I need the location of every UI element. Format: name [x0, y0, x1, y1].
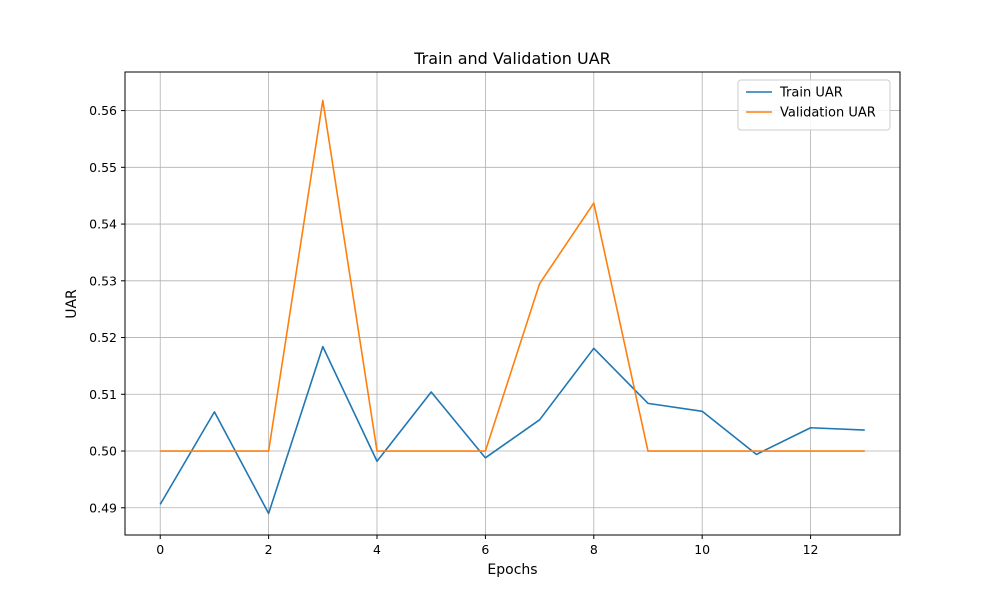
y-tick-label: 0.53	[89, 273, 117, 288]
series-line-train-uar	[159, 345, 865, 515]
x-axis-label: Epochs	[487, 562, 537, 578]
series-line-validation-uar	[160, 99, 865, 452]
x-axis: 0 2 4 6 8 10 12	[156, 535, 819, 557]
legend: Train UAR Validation UAR	[737, 79, 891, 131]
y-tick-label: 0.54	[89, 217, 117, 232]
x-tick-label: 8	[590, 542, 598, 557]
y-tick-label: 0.50	[89, 444, 117, 459]
x-tick-label: 6	[481, 542, 489, 557]
y-tick-label: 0.56	[89, 103, 117, 118]
y-axis-label: UAR	[64, 289, 80, 319]
legend-label: Train UAR	[779, 86, 843, 101]
legend-box	[737, 79, 891, 131]
x-tick-label: 4	[373, 542, 381, 557]
y-tick-label: 0.55	[89, 160, 117, 175]
x-tick-label: 0	[156, 542, 164, 557]
y-tick-label: 0.49	[89, 500, 117, 515]
series-layer	[159, 99, 865, 515]
legend-label: Validation UAR	[780, 106, 876, 121]
x-tick-label: 12	[803, 542, 819, 557]
x-tick-label: 2	[265, 542, 273, 557]
chart-title: Train and Validation UAR	[413, 49, 611, 68]
y-axis: 0.49 0.50 0.51 0.52 0.53 0.54 0.55 0.56	[89, 103, 125, 515]
plot-frame	[124, 71, 901, 536]
grid-lines	[125, 72, 900, 535]
x-tick-label: 10	[694, 542, 710, 557]
y-tick-label: 0.52	[89, 330, 117, 345]
y-tick-label: 0.51	[89, 387, 117, 402]
